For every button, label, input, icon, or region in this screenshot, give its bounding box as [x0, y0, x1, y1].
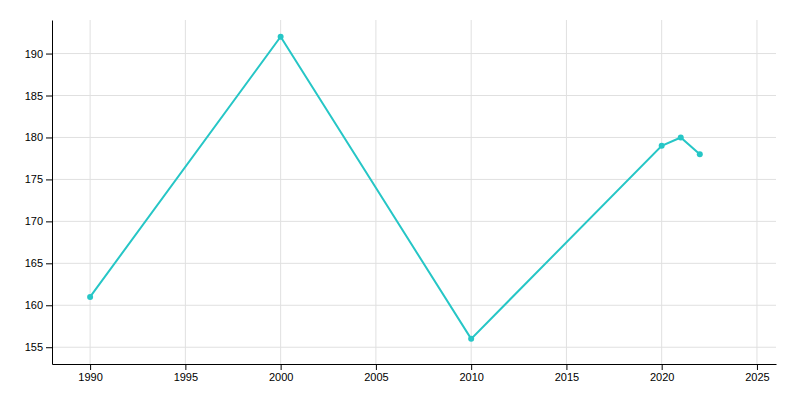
point: [278, 34, 284, 40]
tick: 180: [25, 131, 52, 143]
tick: 2005: [364, 364, 388, 383]
tick-mark: [471, 364, 472, 370]
tick: 160: [25, 299, 52, 311]
tick-label: 2005: [364, 371, 388, 383]
grid-line: [52, 179, 776, 180]
grid-line: [185, 20, 186, 364]
tick-label: 1990: [78, 371, 102, 383]
y-axis: 155 160 165 170 175 180 185 190: [25, 21, 53, 365]
tick: 1995: [174, 364, 198, 383]
point: [659, 143, 665, 149]
tick-label: 165: [25, 257, 43, 269]
grid-line: [471, 20, 472, 364]
tick: 175: [25, 173, 52, 185]
tick-mark: [46, 137, 52, 138]
tick: 1990: [78, 364, 102, 383]
grid-line: [90, 20, 91, 364]
tick-label: 180: [25, 131, 43, 143]
tick: 2015: [555, 364, 579, 383]
line: [90, 37, 700, 339]
grid-line: [661, 20, 662, 364]
axis-line: [53, 364, 777, 365]
grid-line: [52, 263, 776, 264]
tick: 2025: [745, 364, 769, 383]
grid: [52, 20, 776, 364]
tick-mark: [46, 54, 52, 55]
tick-mark: [46, 263, 52, 264]
point: [468, 336, 474, 342]
axis-line: [52, 21, 53, 365]
tick-mark: [46, 96, 52, 97]
marks: [87, 34, 703, 342]
tick-label: 2010: [459, 371, 483, 383]
grid-line: [756, 20, 757, 364]
tick-mark: [376, 364, 377, 370]
point: [87, 294, 93, 300]
grid-line: [375, 20, 376, 364]
grid-line: [52, 95, 776, 96]
tick: 2010: [459, 364, 483, 383]
tick-label: 2025: [745, 371, 769, 383]
tick: 185: [25, 90, 52, 102]
tick-mark: [90, 364, 91, 370]
tick-label: 155: [25, 341, 43, 353]
tick: 2000: [269, 364, 293, 383]
tick-mark: [185, 364, 186, 370]
tick-mark: [46, 305, 52, 306]
tick-mark: [46, 347, 52, 348]
grid-line: [280, 20, 281, 364]
tick-label: 160: [25, 299, 43, 311]
tick-label: 2000: [269, 371, 293, 383]
grid-line: [52, 221, 776, 222]
grid-line: [566, 20, 567, 364]
grid-line: [52, 137, 776, 138]
grid-line: [52, 347, 776, 348]
grid-line: [52, 305, 776, 306]
tick-label: 2015: [555, 371, 579, 383]
tick-mark: [281, 364, 282, 370]
tick: 2020: [650, 364, 674, 383]
tick: 190: [25, 48, 52, 60]
tick-label: 175: [25, 173, 43, 185]
tick-label: 185: [25, 90, 43, 102]
tick-mark: [46, 179, 52, 180]
tick-mark: [566, 364, 567, 370]
tick-mark: [46, 221, 52, 222]
tick: 165: [25, 257, 52, 269]
tick-label: 170: [25, 215, 43, 227]
point: [697, 151, 703, 157]
x-axis: 1990 1995 2000 2005 2010 2015 2020 2025: [53, 364, 777, 383]
tick-label: 190: [25, 48, 43, 60]
tick: 155: [25, 341, 52, 353]
point: [678, 134, 684, 140]
tick: 170: [25, 215, 52, 227]
grid-line: [52, 53, 776, 54]
tick-label: 1995: [174, 371, 198, 383]
tick-label: 2020: [650, 371, 674, 383]
chart: 1990 1995 2000 2005 2010 2015 2020 2025 155 160 16…: [0, 0, 800, 400]
plot: 1990 1995 2000 2005 2010 2015 2020 2025 155 160 16…: [25, 20, 777, 383]
tick-mark: [757, 364, 758, 370]
tick-mark: [662, 364, 663, 370]
